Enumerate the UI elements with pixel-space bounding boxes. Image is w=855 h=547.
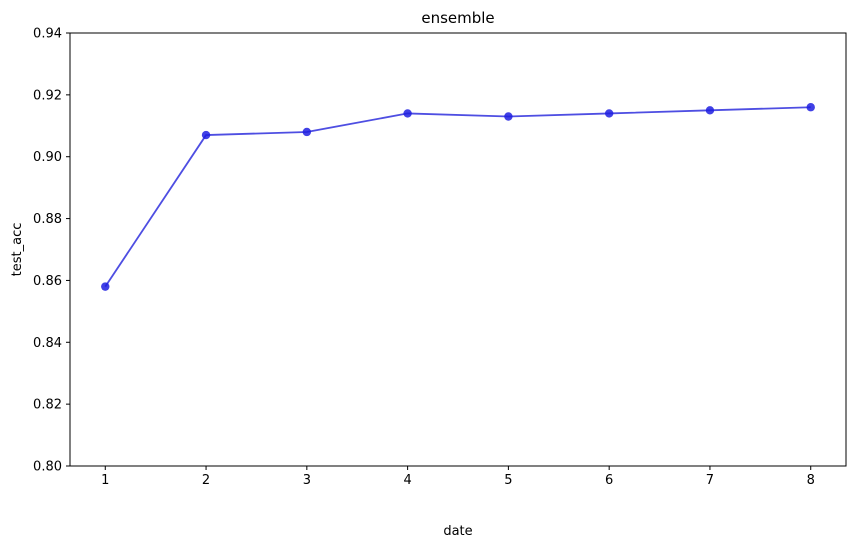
x-tick-label: 7 [706,473,714,488]
data-point [101,282,110,291]
data-point [604,109,614,118]
x-tick-label: 1 [101,473,109,488]
x-tick-label: 4 [403,473,411,488]
data-point [201,130,211,140]
y-tick-label: 0.84 [33,336,62,351]
y-tick-label: 0.92 [33,88,62,103]
y-tick-label: 0.90 [33,150,62,165]
x-tick-label: 2 [202,473,210,488]
y-axis: 0.80 0.82 0.84 0.86 0.88 0.90 0.92 0.94 [33,27,70,475]
series-layer [101,103,815,291]
data-point [302,127,312,137]
plot-area [69,32,847,467]
y-tick-label: 0.88 [33,212,62,227]
y-tick-label: 0.94 [33,27,62,42]
y-tick-label: 0.82 [33,398,62,413]
x-tick-label: 3 [303,473,311,488]
data-point [806,103,815,112]
data-point [403,109,412,118]
series-line [104,106,811,288]
data-point [504,112,513,121]
y-tick-label: 0.80 [33,460,62,475]
x-axis-label: date [443,524,472,539]
chart-title: ensemble [421,9,494,27]
y-tick-label: 0.86 [33,274,62,289]
data-point [705,106,715,115]
x-tick-label: 8 [807,473,815,488]
x-tick-label: 6 [605,473,613,488]
x-tick-label: 5 [504,473,512,488]
y-axis-label: test_acc [10,223,25,277]
x-axis: 1 2 3 4 5 6 7 8 [101,466,815,488]
